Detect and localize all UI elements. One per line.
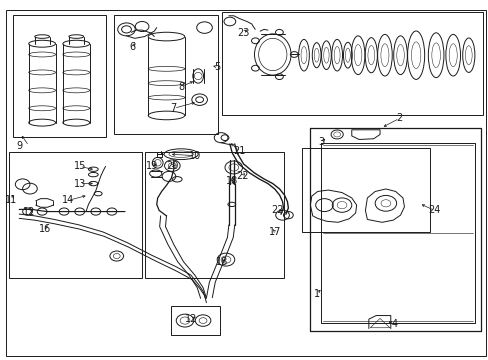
Text: 10: 10 bbox=[188, 150, 201, 161]
Text: 22: 22 bbox=[271, 206, 284, 216]
Text: 18: 18 bbox=[216, 257, 228, 267]
Text: 17: 17 bbox=[268, 227, 281, 237]
Text: 18: 18 bbox=[226, 176, 238, 186]
Text: 12: 12 bbox=[184, 314, 197, 324]
Text: 15: 15 bbox=[73, 161, 86, 171]
Text: 22: 22 bbox=[235, 171, 248, 181]
Text: 19: 19 bbox=[145, 161, 158, 171]
Text: 13: 13 bbox=[73, 179, 85, 189]
Text: 21: 21 bbox=[233, 146, 245, 156]
Text: 16: 16 bbox=[39, 224, 51, 234]
Text: 9: 9 bbox=[16, 141, 22, 151]
Text: 7: 7 bbox=[170, 103, 177, 113]
Text: 20: 20 bbox=[166, 161, 178, 171]
Text: 23: 23 bbox=[237, 28, 249, 38]
Text: 11: 11 bbox=[5, 195, 18, 205]
Text: 12: 12 bbox=[23, 207, 35, 217]
Text: 2: 2 bbox=[396, 113, 402, 123]
Text: 1: 1 bbox=[313, 289, 319, 299]
Text: 8: 8 bbox=[178, 82, 184, 92]
Text: 24: 24 bbox=[427, 206, 440, 216]
Text: 5: 5 bbox=[214, 62, 221, 72]
Text: 6: 6 bbox=[129, 42, 135, 52]
Text: 14: 14 bbox=[62, 195, 74, 206]
Text: 3: 3 bbox=[318, 138, 324, 147]
Bar bbox=[157, 152, 161, 157]
Text: 4: 4 bbox=[391, 319, 397, 329]
